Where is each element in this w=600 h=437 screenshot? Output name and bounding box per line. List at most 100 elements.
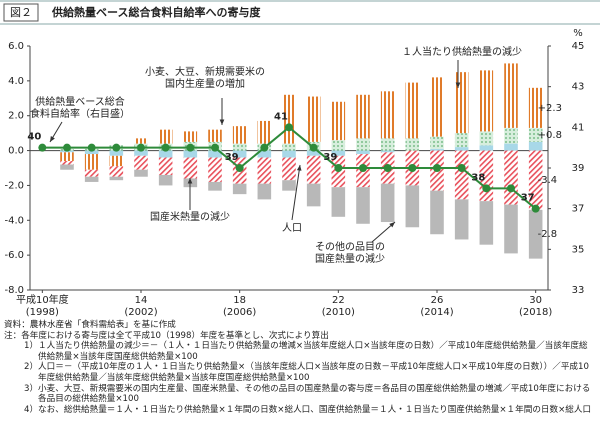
line-point	[211, 143, 219, 152]
bar-segment	[380, 91, 395, 139]
line-point	[309, 143, 318, 152]
figure-label-box	[3, 3, 39, 22]
bar-segment	[306, 183, 321, 207]
bar-segment	[109, 166, 124, 177]
bar-segment	[306, 96, 321, 142]
bar-segment	[356, 94, 370, 139]
line-point	[235, 164, 244, 172]
annotation-arrowhead	[50, 136, 55, 142]
x-tick-label: 18	[233, 295, 246, 306]
bar-segment	[528, 127, 543, 142]
bar-segment	[356, 187, 370, 224]
bar-segment	[356, 150, 370, 155]
bar-segment	[528, 150, 543, 210]
data-label: +2.3	[538, 103, 562, 114]
line-point	[433, 164, 441, 172]
bar-segment	[257, 150, 272, 158]
line-point	[359, 164, 367, 172]
bar-segment	[454, 150, 469, 200]
y-tick-label: -8.0	[4, 285, 24, 296]
bar-segment	[504, 150, 518, 205]
data-label: -3.4	[538, 175, 558, 186]
line-point	[531, 204, 540, 213]
bar-segment	[60, 164, 74, 170]
series-annotation: 人口	[282, 222, 302, 234]
bar-segment	[183, 131, 198, 142]
bar-segment	[504, 204, 518, 254]
bar-segment	[158, 129, 173, 144]
point-label: 39	[323, 152, 337, 163]
series-annotation: １人当たり供給熱量の減少	[402, 45, 522, 58]
bar-segment	[380, 183, 395, 223]
bar-segment	[282, 143, 296, 151]
bar-segment	[306, 155, 321, 184]
bar-segment	[84, 176, 99, 182]
y2-tick-label: 41	[572, 122, 585, 133]
series-annotation: 小麦、大豆、新規需要米の国内生産量の増加	[145, 65, 265, 90]
data-label: +0.8	[538, 130, 562, 141]
y-tick-label: 6.0	[8, 41, 24, 52]
bar-segment	[454, 199, 469, 240]
bar-segment	[430, 190, 444, 235]
bar-segment	[528, 141, 543, 151]
bar-segment	[109, 155, 124, 167]
y2-tick-label: 39	[572, 163, 585, 174]
note: 3）小麦、大豆、新規需要米の国内生産量、国産米熱量、その他の品目の国産熱量の寄与…	[24, 383, 591, 405]
series-annotation: 国産米熱量の減少	[150, 210, 230, 223]
bar-segment	[479, 70, 494, 132]
bar-segment	[479, 145, 494, 151]
note: 4）なお、総供給熱量＝１人・１日当たり供給熱量×１年間の日数×総人口、国産供給熱…	[24, 404, 592, 415]
annotation-arrowhead	[389, 222, 395, 228]
bar-segment	[405, 138, 420, 151]
point-label: 41	[274, 111, 288, 122]
y2-tick-label: 33	[572, 285, 585, 296]
y-tick-label: -2.0	[4, 180, 24, 191]
x-tick-label: 平成10年度	[16, 293, 69, 306]
x-tick-label: 30	[529, 295, 542, 306]
point-label: 37	[521, 193, 535, 204]
bar-segment	[183, 157, 198, 179]
bar-segment	[380, 138, 395, 151]
bar-segment	[232, 183, 247, 195]
series-annotation: 供給熱量ベース総合食料自給率（右目盛）	[30, 95, 130, 120]
chart: 図２ 供給熱量ベース総合食料自給率への寄与度 -8.0 -6.0 -4.0 -2.0 0…	[0, 0, 600, 318]
line-point	[383, 164, 392, 172]
bar-segment	[356, 138, 370, 151]
bar-segment	[528, 87, 543, 128]
bar-segment	[208, 150, 222, 158]
bar-segment	[134, 169, 148, 177]
y-tick-label: -4.0	[4, 215, 24, 226]
y2-tick-label: 35	[572, 244, 585, 255]
bar-segment	[134, 138, 148, 144]
bar-segment	[504, 63, 518, 128]
bar-segment	[479, 201, 494, 245]
annotation-arrowhead	[455, 82, 461, 88]
annotation-arrowhead	[296, 165, 302, 171]
x-tick-label: 26	[431, 295, 444, 306]
bar-segment	[454, 133, 469, 148]
x-tick-sublabel: (2002)	[124, 307, 157, 318]
bar-segment	[84, 150, 99, 155]
line-point	[38, 143, 47, 152]
bar-segment	[134, 150, 148, 156]
x-tick-label: 14	[135, 295, 148, 306]
annotation-arrowhead	[187, 178, 193, 184]
bar-segment	[282, 157, 296, 181]
bar-segment	[208, 181, 222, 191]
bar-segment	[257, 120, 272, 144]
bar-segment	[454, 72, 469, 134]
note: 資料：農林水産省「食料需給表」を基に作成	[4, 320, 176, 330]
bar-segment	[84, 169, 99, 177]
annotation-arrow	[291, 164, 301, 221]
x-tick-sublabel: (2006)	[223, 307, 256, 318]
line-point	[457, 164, 466, 172]
line-point	[63, 143, 71, 152]
bar-segment	[504, 143, 518, 151]
x-tick-sublabel: (2010)	[322, 307, 355, 318]
bar-segment	[430, 136, 444, 149]
bar-segment	[430, 148, 444, 151]
bar-segment	[405, 185, 420, 228]
y-tick-label: 4.0	[8, 76, 24, 87]
bar-segment	[380, 150, 395, 153]
